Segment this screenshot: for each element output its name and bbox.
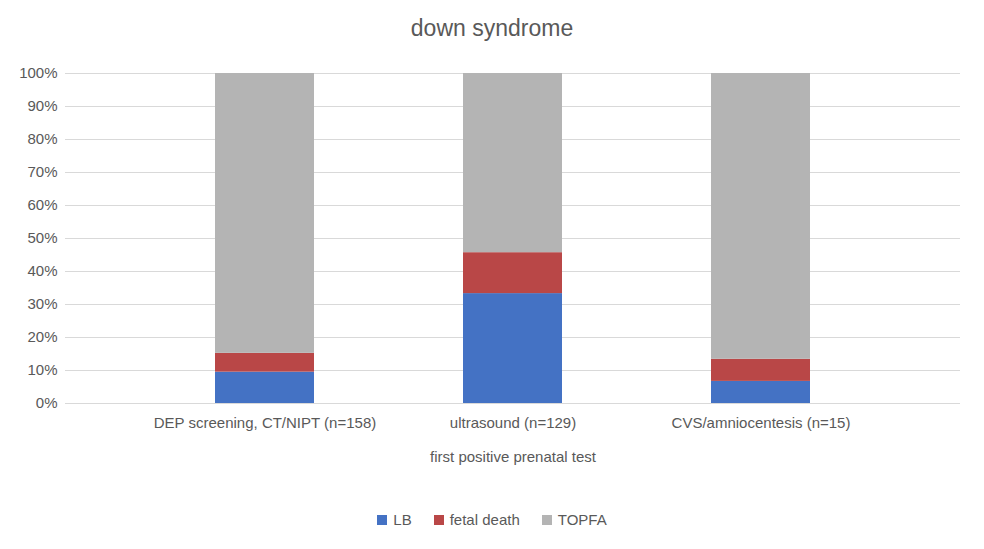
svg-text:50%: 50% [27,229,57,246]
html-text:fetal death: fetal death [449,511,520,528]
svg-text:70%: 70% [27,163,57,180]
html-text:LB: LB [393,511,412,528]
svg-text:100%: 100% [19,64,57,81]
svg-text:DEP screening, CT/NIPT (n=158): DEP screening, CT/NIPT (n=158) [154,414,376,431]
svg-text:30%: 30% [27,295,57,312]
svg-text:80%: 80% [27,130,57,147]
html-text:down syndrome: down syndrome [410,15,574,41]
svg-text:ultrasound (n=129): ultrasound (n=129) [450,414,576,431]
svg-text:10%: 10% [27,361,57,378]
svg-text:60%: 60% [27,196,57,213]
svg-text:0%: 0% [36,394,58,411]
html-text:TOPFA: TOPFA [557,511,607,528]
svg-text:90%: 90% [27,97,57,114]
svg-text:20%: 20% [27,328,57,345]
svg-text:first positive prenatal test: first positive prenatal test [430,448,597,465]
svg-text:CVS/amniocentesis (n=15): CVS/amniocentesis (n=15) [672,414,851,431]
svg-text:40%: 40% [27,262,57,279]
